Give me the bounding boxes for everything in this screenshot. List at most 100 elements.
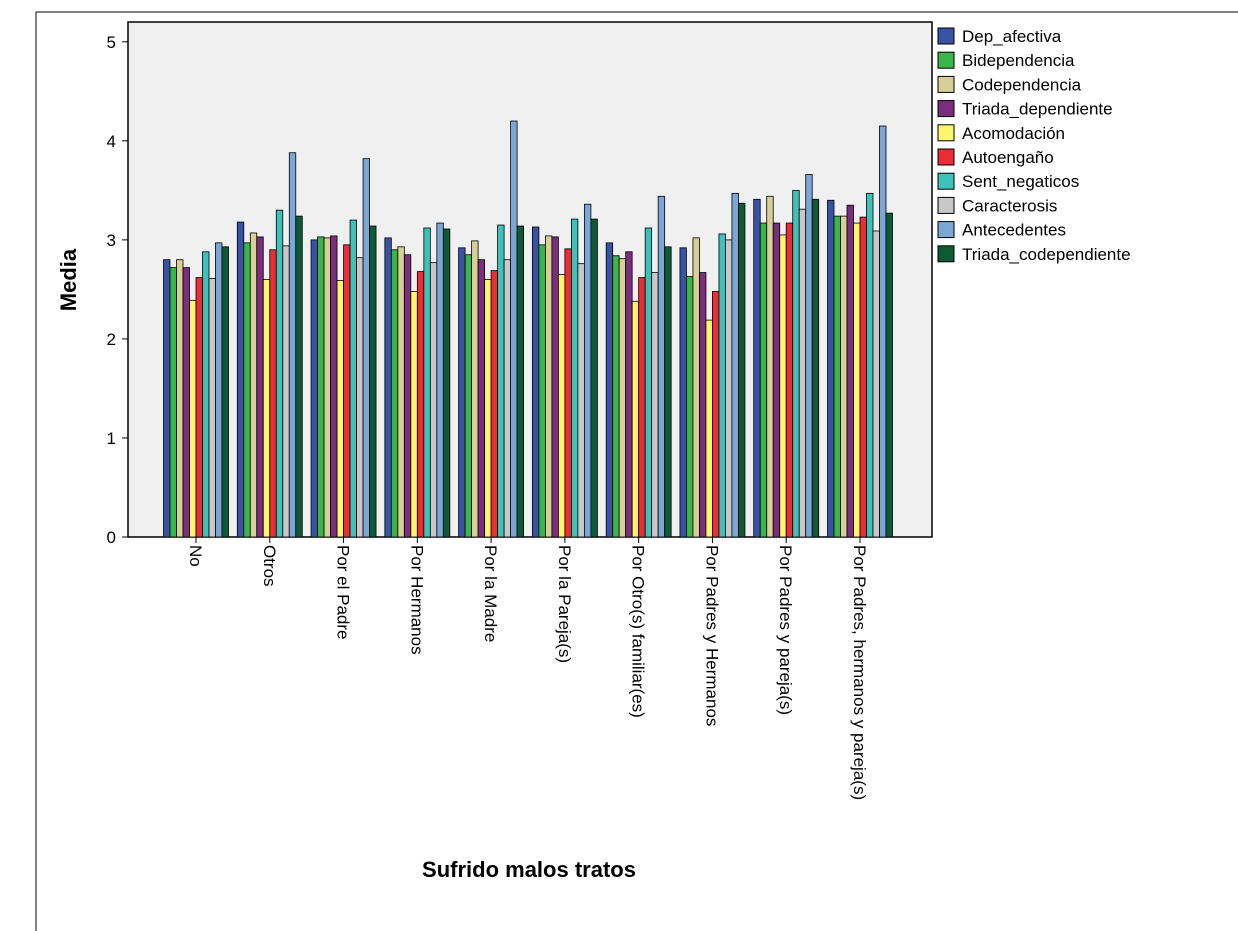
bar [356,257,364,538]
bar [657,195,666,538]
legend-swatch [937,196,955,214]
y-tick-label: 2 [107,330,116,349]
bar [256,236,264,538]
legend-swatch [937,245,955,263]
bar [686,276,694,538]
x-tick-label: Por Padres y pareja(s) [776,545,795,715]
bar [423,227,431,538]
bar [282,245,290,538]
legend-label: Triada_dependiente [962,100,1113,119]
bar [699,272,707,538]
legend-label: Triada_codependiente [962,245,1131,264]
y-axis-title: Media [56,248,81,311]
legend: Dep_afectiva Bidependencia Codependencia Tr… [937,27,1131,264]
bar [772,222,781,538]
bar [859,216,867,538]
bar [221,246,229,538]
x-axis: No Otros Por el Padre Por Hermanos Por la Ma… [186,537,869,800]
legend-swatch [937,148,955,166]
legend-label: Acomodación [962,124,1065,143]
bar [464,254,473,538]
bar [497,224,505,538]
y-tick-label: 4 [107,132,116,151]
bar [182,267,190,538]
bar [503,259,512,538]
bar [288,152,297,538]
legend-label: Dep_afectiva [962,27,1062,46]
y-tick-label: 0 [107,528,116,547]
bar [718,233,726,538]
bar [731,192,739,538]
bar [410,290,418,538]
x-tick-label: Por el Padre [334,545,353,640]
bar [538,244,546,538]
bar [436,222,444,538]
bar [625,251,633,538]
bar [840,215,848,538]
bar [798,208,807,538]
bar [618,258,627,538]
bar [362,158,370,538]
bar [484,279,492,538]
legend-label: Sent_negaticos [962,172,1079,191]
bar [336,280,344,538]
bar [477,259,486,538]
y-tick-label: 3 [107,231,116,250]
bar [590,218,598,538]
legend-swatch [937,221,955,239]
bar [577,263,585,538]
bar [866,192,874,538]
bar [471,240,479,538]
x-tick-label: Por Hermanos [407,545,426,655]
bar [169,267,177,538]
bar [583,203,592,538]
bar [679,247,687,538]
bar [725,239,733,538]
bar [195,277,203,538]
bar [879,125,887,538]
bar [811,198,820,538]
x-tick-label: No [186,545,205,567]
bar [766,195,774,538]
bar [403,254,412,538]
bar [570,218,579,538]
legend-swatch [937,75,955,93]
x-tick-label: Por la Madre [481,545,500,642]
legend-swatch [937,27,955,45]
bar [397,246,405,538]
bar [872,230,880,538]
bar [490,270,499,538]
legend-label: Codependencia [962,75,1082,94]
bar [384,237,392,538]
bar [516,225,525,538]
legend-swatch [937,124,955,142]
legend-swatch [937,51,955,69]
legend-label: Antecedentes [962,221,1066,240]
bar [805,174,813,538]
legend-swatch [937,172,955,190]
bar [785,222,794,538]
bar [759,222,768,538]
bar [564,248,572,538]
bar [738,202,746,538]
bar [853,222,861,538]
bar [712,290,720,538]
y-axis: 0 1 2 3 4 5 [107,33,128,547]
bar [631,300,640,538]
bar [202,251,210,538]
bar [692,237,700,538]
x-axis-title: Sufrido malos tratos [422,857,636,882]
bar [638,277,646,538]
bar [369,225,377,538]
bar [236,221,245,538]
bar [612,255,620,538]
bar [458,247,466,538]
bar [215,242,223,538]
bar [557,274,566,538]
bar [295,215,303,538]
bar [390,249,399,538]
bar [208,278,216,538]
bar [827,199,835,538]
